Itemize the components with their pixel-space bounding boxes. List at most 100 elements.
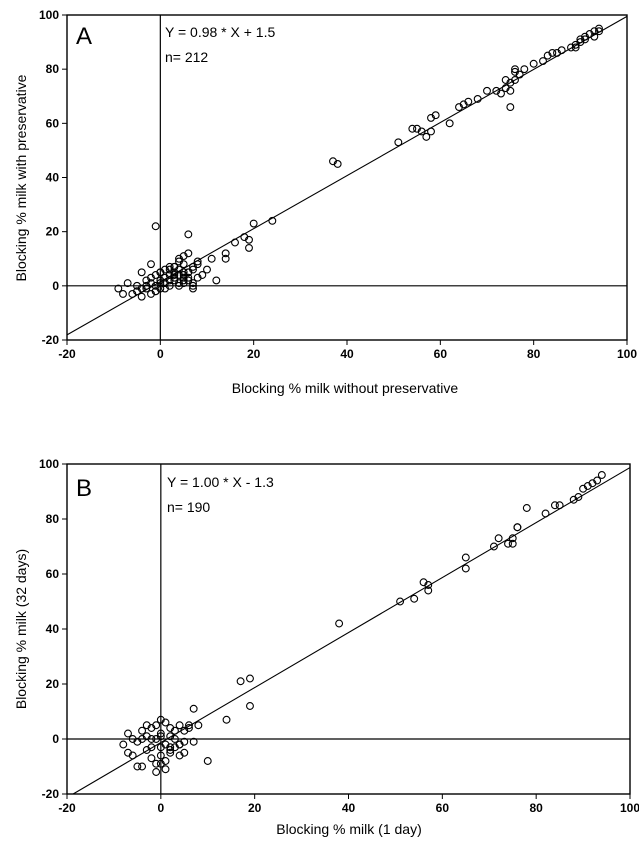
data-point <box>506 103 515 112</box>
x-ticks: -20 0 20 40 60 80 100 <box>58 340 637 361</box>
data-point <box>422 132 431 141</box>
data-point <box>473 95 482 103</box>
data-point <box>166 748 175 757</box>
data-point <box>189 704 198 713</box>
data-point <box>461 564 470 573</box>
x-tick-label: 60 <box>436 801 450 815</box>
y-tick-label: 100 <box>39 457 59 471</box>
data-point <box>427 127 435 136</box>
data-point <box>193 273 202 282</box>
data-point <box>548 48 557 57</box>
x-tick-label: 80 <box>527 347 541 361</box>
y-tick-label: 80 <box>46 62 60 76</box>
data-point <box>231 238 239 247</box>
data-point <box>137 268 146 277</box>
data-point <box>156 268 165 277</box>
data-point <box>581 35 589 44</box>
x-tick-label: 100 <box>617 347 637 361</box>
data-point <box>335 619 344 628</box>
data-point <box>189 737 198 746</box>
data-point <box>156 751 165 760</box>
data-point <box>161 718 170 727</box>
data-point <box>170 271 179 279</box>
y-tick-label: 20 <box>46 677 60 691</box>
data-point <box>119 740 128 749</box>
x-tick-label: -20 <box>58 347 76 361</box>
data-point <box>557 46 566 55</box>
data-point <box>494 534 503 543</box>
data-point <box>175 254 183 263</box>
data-point <box>152 759 161 768</box>
data-point <box>184 230 193 239</box>
data-point <box>410 594 419 603</box>
data-point <box>189 265 197 274</box>
data-point <box>170 726 179 735</box>
data-point <box>185 724 193 732</box>
data-point <box>147 754 156 763</box>
data-point <box>417 127 426 136</box>
x-tick-label: 0 <box>157 347 164 361</box>
y-tick-label: -20 <box>42 333 60 347</box>
x-tick-label: 40 <box>342 801 356 815</box>
data-point <box>483 86 491 95</box>
data-point <box>541 509 550 518</box>
regression-line <box>66 15 628 336</box>
data-point <box>114 284 123 293</box>
data-points <box>114 24 603 301</box>
reference-lines <box>67 15 627 340</box>
data-point <box>184 276 193 285</box>
data-point <box>593 476 602 485</box>
data-point <box>147 743 156 752</box>
data-point <box>194 721 203 730</box>
data-point <box>180 748 189 757</box>
panel-b: -20 0 20 40 60 80 100 -20 0 20 40 60 80 100 B Y = 1.… <box>13 457 639 837</box>
data-point <box>424 586 433 595</box>
y-tick-label: 60 <box>46 116 60 130</box>
data-point <box>151 222 160 231</box>
data-point <box>207 254 216 263</box>
regression-line <box>72 467 631 795</box>
data-point <box>165 262 174 271</box>
data-point <box>152 735 161 743</box>
data-point <box>445 119 454 128</box>
data-point <box>461 553 470 562</box>
y-tick-label: 40 <box>46 622 60 636</box>
data-point <box>161 284 169 293</box>
data-point <box>175 721 184 730</box>
data-point <box>138 735 147 743</box>
data-points <box>119 471 606 776</box>
data-point <box>504 539 512 548</box>
data-point <box>193 257 202 266</box>
data-point <box>165 276 174 285</box>
data-point <box>161 765 170 774</box>
data-point <box>147 260 155 269</box>
sample-size: n= 212 <box>165 49 208 65</box>
data-point <box>249 219 258 228</box>
data-point <box>156 729 165 738</box>
x-tick-label: 60 <box>434 347 448 361</box>
data-point <box>151 287 160 296</box>
data-point <box>179 268 188 277</box>
x-axis-title: Blocking % milk without preservative <box>232 380 459 396</box>
y-tick-label: 0 <box>52 732 59 746</box>
data-point <box>245 235 253 244</box>
data-point <box>170 262 179 271</box>
data-point <box>203 757 212 765</box>
data-point <box>138 726 147 735</box>
data-point <box>166 732 175 741</box>
data-point <box>133 281 141 290</box>
data-point <box>408 124 417 133</box>
data-point <box>520 65 529 74</box>
x-tick-label: 20 <box>248 801 262 815</box>
data-point <box>508 534 517 543</box>
data-point <box>246 674 254 683</box>
data-point <box>184 249 193 258</box>
y-tick-label: 40 <box>46 171 60 185</box>
data-point <box>508 539 517 548</box>
data-point <box>142 284 151 293</box>
y-tick-label: 60 <box>46 567 60 581</box>
data-point <box>128 751 137 760</box>
data-point <box>529 59 538 68</box>
panel-label: A <box>76 23 92 50</box>
data-point <box>574 493 583 501</box>
